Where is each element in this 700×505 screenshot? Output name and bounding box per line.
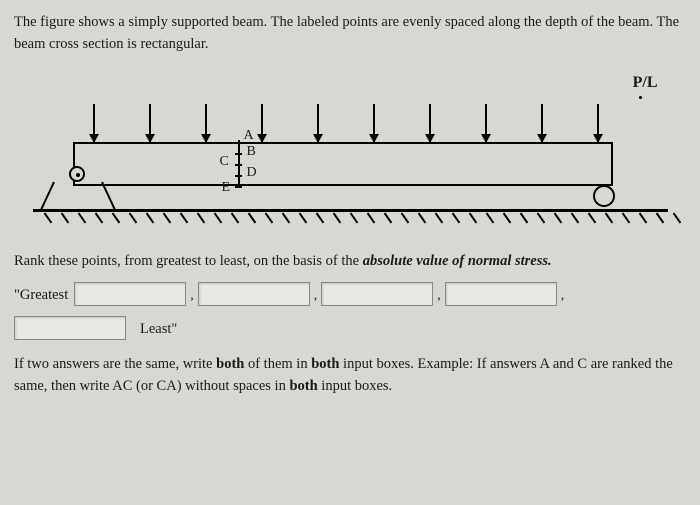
ground-hatch <box>587 212 596 223</box>
ground-hatch <box>621 212 630 223</box>
ground-hatch <box>417 212 426 223</box>
depth-tick <box>235 164 242 166</box>
load-arrow-icon <box>317 104 319 142</box>
ground-hatch <box>128 212 137 223</box>
point-label-b: B <box>247 144 256 160</box>
ground-hatch <box>604 212 613 223</box>
least-label: Least" <box>140 321 177 340</box>
greatest-label: "Greatest <box>14 287 68 306</box>
ground-hatch <box>111 212 120 223</box>
tie-note: If two answers are the same, write both … <box>14 354 686 398</box>
depth-tick <box>235 142 242 144</box>
point-label-a: A <box>244 128 254 144</box>
ground-hatch <box>179 212 188 223</box>
point-label-c: C <box>220 154 229 170</box>
rank-prompt-emph: absolute value of normal stress. <box>363 253 552 269</box>
load-arrow-icon <box>429 104 431 142</box>
ground-hatch <box>332 212 341 223</box>
load-arrow-icon <box>93 104 95 142</box>
note-t: If two answers are the same, write <box>14 356 216 372</box>
beam-diagram: P/L AB C DE <box>23 74 678 229</box>
ground-hatch <box>468 212 477 223</box>
ground-hatch <box>570 212 579 223</box>
ground-hatch <box>553 212 562 223</box>
ground-hatch <box>485 212 494 223</box>
ground-hatch <box>145 212 154 223</box>
ground-hatch <box>230 212 239 223</box>
ground-hatch <box>366 212 375 223</box>
rank-input-4[interactable] <box>445 282 557 306</box>
load-arrow-icon <box>149 104 151 142</box>
ground-hatch <box>264 212 273 223</box>
ground-hatch <box>434 212 443 223</box>
ground-hatch <box>349 212 358 223</box>
dot-icon <box>639 96 642 99</box>
rank-input-1[interactable] <box>74 282 186 306</box>
ground-hatch <box>77 212 86 223</box>
ground-hatch <box>298 212 307 223</box>
ground-hatch <box>162 212 171 223</box>
point-label-e: E <box>222 180 231 196</box>
ground-hatch <box>196 212 205 223</box>
ground-hatch <box>281 212 290 223</box>
ground-hatch <box>315 212 324 223</box>
note-b: both <box>216 356 244 372</box>
ground-hatch <box>638 212 647 223</box>
ground-hatch <box>519 212 528 223</box>
ground-hatch <box>672 212 681 223</box>
rank-prompt: Rank these points, from greatest to leas… <box>14 251 686 273</box>
load-arrow-icon <box>205 104 207 142</box>
depth-tick <box>235 186 242 188</box>
pin-support-icon <box>69 174 85 190</box>
ground-hatch <box>451 212 460 223</box>
load-arrow-icon <box>541 104 543 142</box>
ground-hatch <box>400 212 409 223</box>
sep: , <box>437 288 441 306</box>
sep: , <box>561 288 565 306</box>
note-b: both <box>289 378 317 394</box>
note-t: input boxes. <box>318 378 393 394</box>
ground-hatch <box>94 212 103 223</box>
rank-input-5[interactable] <box>14 316 126 340</box>
rank-inputs-row-1: "Greatest , , , , <box>14 282 686 306</box>
ground-line <box>33 209 668 212</box>
load-arrow-icon <box>597 104 599 142</box>
sep: , <box>314 288 318 306</box>
roller-support-icon <box>593 185 615 207</box>
ground-hatch <box>247 212 256 223</box>
rank-inputs-row-2: Least" <box>14 316 686 340</box>
note-b: both <box>311 356 339 372</box>
rank-input-3[interactable] <box>321 282 433 306</box>
point-label-d: D <box>247 165 257 181</box>
ground-hatch <box>43 212 52 223</box>
ground-hatch <box>60 212 69 223</box>
note-t: of them in <box>244 356 311 372</box>
ground-hatch <box>383 212 392 223</box>
load-arrow-icon <box>373 104 375 142</box>
beam-rect <box>73 142 613 186</box>
load-arrow-icon <box>485 104 487 142</box>
ground-hatch <box>536 212 545 223</box>
ground-hatch <box>502 212 511 223</box>
rank-prompt-pre: Rank these points, from greatest to leas… <box>14 253 363 269</box>
ground-hatch <box>213 212 222 223</box>
load-arrow-icon <box>261 104 263 142</box>
intro-text: The figure shows a simply supported beam… <box>14 12 686 56</box>
sep: , <box>190 288 194 306</box>
ground-hatch <box>655 212 664 223</box>
load-label: P/L <box>633 74 658 92</box>
depth-tick <box>235 153 242 155</box>
depth-tick <box>235 175 242 177</box>
rank-input-2[interactable] <box>198 282 310 306</box>
